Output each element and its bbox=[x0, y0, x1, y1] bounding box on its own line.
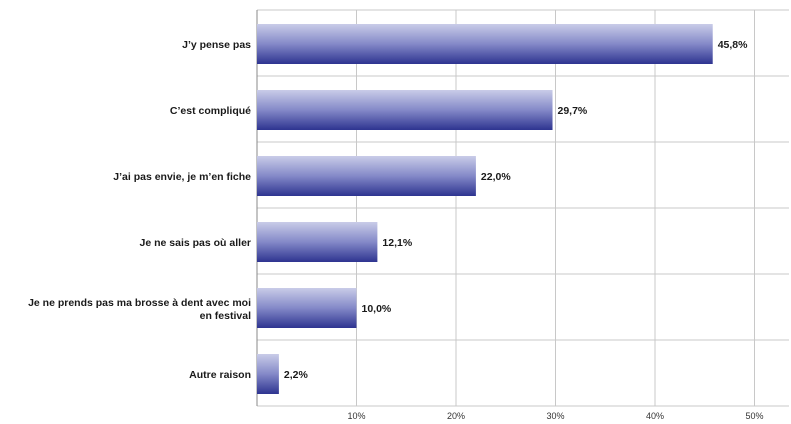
bar bbox=[257, 288, 357, 328]
x-tick-label: 40% bbox=[646, 411, 664, 421]
x-tick-label: 50% bbox=[745, 411, 763, 421]
bar bbox=[257, 90, 553, 130]
data-label: 22,0% bbox=[481, 171, 511, 183]
bar bbox=[257, 156, 476, 196]
data-label: 2,2% bbox=[284, 369, 309, 381]
x-tick-label: 30% bbox=[546, 411, 564, 421]
bar bbox=[257, 354, 279, 394]
x-tick-label: 20% bbox=[447, 411, 465, 421]
data-label: 45,8% bbox=[718, 39, 748, 51]
labels: 10% 20% 30% 40% 50% 45,8% J’y pense pas 29,7% C’… bbox=[28, 39, 763, 421]
grid-lines bbox=[256, 9, 789, 407]
category-label: J’y pense pas bbox=[182, 39, 251, 51]
bars bbox=[257, 24, 713, 394]
category-label: Je ne prends pas ma brosse à dent avec m… bbox=[28, 297, 251, 322]
data-label: 12,1% bbox=[382, 237, 412, 249]
category-label: C’est compliqué bbox=[170, 105, 251, 117]
data-label: 29,7% bbox=[558, 105, 588, 117]
category-label: Autre raison bbox=[189, 369, 251, 381]
category-label: J’ai pas envie, je m’en fiche bbox=[113, 171, 251, 183]
x-tick-label: 10% bbox=[347, 411, 365, 421]
category-label: Je ne sais pas où aller bbox=[140, 237, 251, 249]
data-label: 10,0% bbox=[362, 303, 392, 315]
bar bbox=[257, 222, 378, 262]
bar bbox=[257, 24, 713, 64]
